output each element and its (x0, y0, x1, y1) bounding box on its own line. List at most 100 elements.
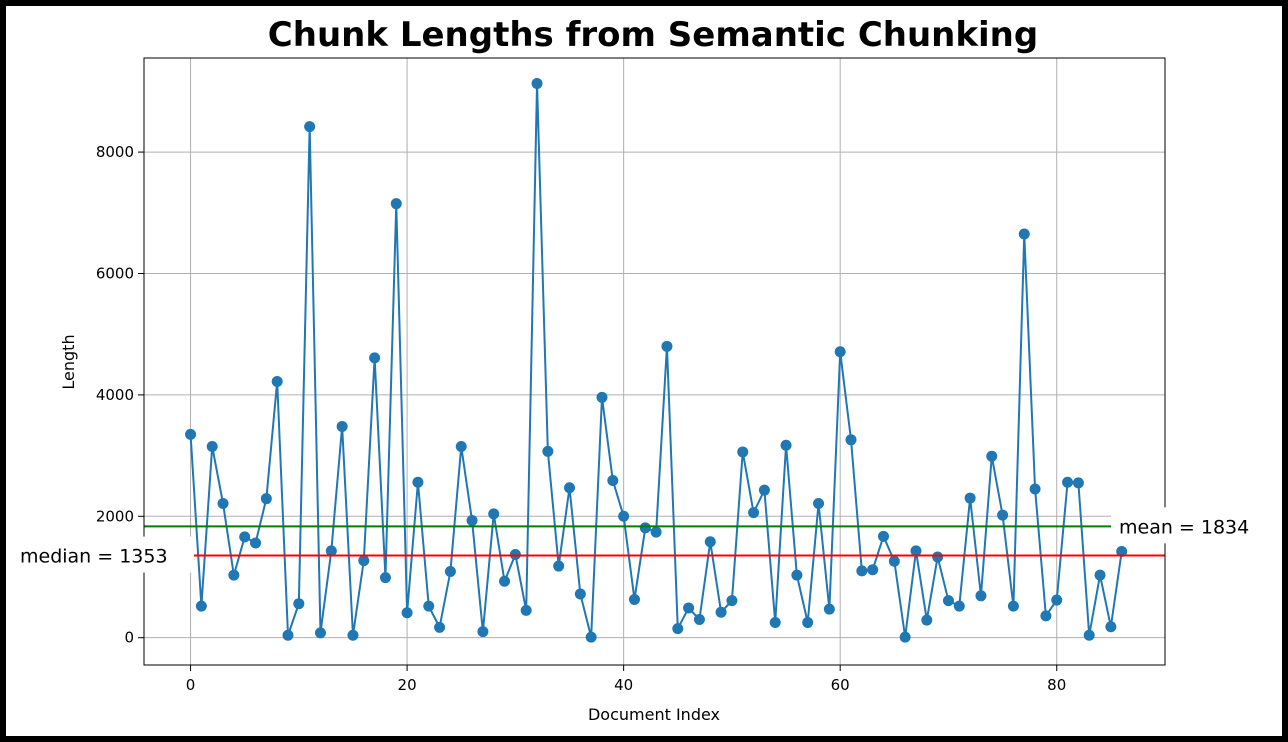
data-point (390, 198, 402, 210)
data-point (1094, 569, 1106, 581)
data-point (1105, 621, 1117, 633)
data-point (802, 617, 814, 629)
data-point (639, 522, 651, 534)
data-point (693, 613, 705, 625)
x-tick-label: 80 (1047, 676, 1066, 694)
data-point (455, 440, 467, 452)
data-point (986, 450, 998, 462)
reference-label-bg (12, 536, 194, 573)
data-point (964, 492, 976, 504)
data-point (477, 626, 489, 638)
data-point (791, 569, 803, 581)
data-point (499, 575, 511, 587)
grid (144, 58, 1165, 665)
data-point (856, 565, 868, 577)
data-point (1051, 594, 1063, 606)
reference-lines (144, 525, 1165, 557)
data-point (975, 590, 987, 602)
y-tick-label: 2000 (96, 507, 134, 525)
y-tick-label: 4000 (96, 386, 134, 404)
data-point (314, 627, 326, 639)
plot-frame (143, 57, 1166, 666)
reference-label: median = 1353 (20, 546, 168, 568)
data-point (369, 352, 381, 364)
data-point (661, 340, 673, 352)
data-point (347, 629, 359, 641)
data-point (823, 603, 835, 615)
data-point (304, 121, 316, 133)
data-point (877, 530, 889, 542)
data-point (228, 569, 240, 581)
y-tick-label: 6000 (96, 264, 134, 282)
data-point (401, 607, 413, 619)
data-point (910, 545, 922, 557)
data-point (650, 526, 662, 538)
data-point (585, 631, 597, 643)
data-point (379, 572, 391, 584)
data-point (574, 588, 586, 600)
data-point (1116, 545, 1128, 557)
data-point (542, 445, 554, 457)
reference-label-bg (1111, 507, 1271, 544)
data-point (1018, 228, 1030, 240)
data-point (672, 623, 684, 635)
data-point (423, 600, 435, 612)
data-point (1040, 610, 1052, 622)
line-chart: Chunk Lengths from Semantic Chunking 0 20… (12, 15, 1271, 724)
data-point (997, 509, 1009, 521)
data-point (845, 434, 857, 446)
chart-title: Chunk Lengths from Semantic Chunking (268, 15, 1038, 55)
y-axis-label: Length (59, 334, 78, 389)
data-point (293, 598, 305, 610)
data-point (488, 508, 500, 520)
data-point (758, 484, 770, 496)
data-point (888, 555, 900, 567)
data-point (942, 595, 954, 607)
data-point (206, 440, 218, 452)
data-point (466, 515, 478, 527)
data-point (531, 77, 543, 89)
data-point (834, 346, 846, 358)
data-point (195, 600, 207, 612)
data-point (564, 482, 576, 494)
x-tick-label: 60 (831, 676, 850, 694)
data-point (325, 545, 337, 557)
data-point (185, 428, 197, 440)
data-point (780, 439, 792, 451)
x-axis-label: Document Index (588, 705, 720, 724)
data-point (607, 474, 619, 486)
x-tick-label: 40 (614, 676, 633, 694)
y-tick-label: 8000 (96, 143, 134, 161)
data-point (921, 614, 933, 626)
data-point (434, 621, 446, 633)
data-point (932, 551, 944, 563)
data-point (217, 498, 229, 510)
series-layer (185, 77, 1128, 643)
data-point (271, 376, 283, 388)
data-point (1083, 629, 1095, 641)
data-point (899, 631, 911, 643)
data-point (683, 602, 695, 614)
data-point (737, 446, 749, 458)
data-point (282, 629, 294, 641)
y-axis-ticks: 0 2000 4000 6000 8000 (96, 143, 144, 647)
data-point (715, 606, 727, 618)
data-point (1072, 477, 1084, 489)
data-point (813, 498, 825, 510)
data-point (250, 537, 262, 549)
y-tick-label: 0 (124, 629, 134, 647)
data-point (509, 549, 521, 561)
data-point (553, 560, 565, 572)
annotations: mean = 1834 median = 1353 (12, 507, 1271, 573)
data-point (1029, 483, 1041, 495)
data-point (769, 617, 781, 629)
data-point (1007, 600, 1019, 612)
data-point (444, 566, 456, 578)
data-point (260, 493, 272, 505)
data-point (239, 531, 251, 543)
x-tick-label: 0 (186, 676, 196, 694)
data-point (704, 536, 716, 548)
data-point (953, 600, 965, 612)
data-point (628, 593, 640, 605)
data-point (748, 507, 760, 519)
